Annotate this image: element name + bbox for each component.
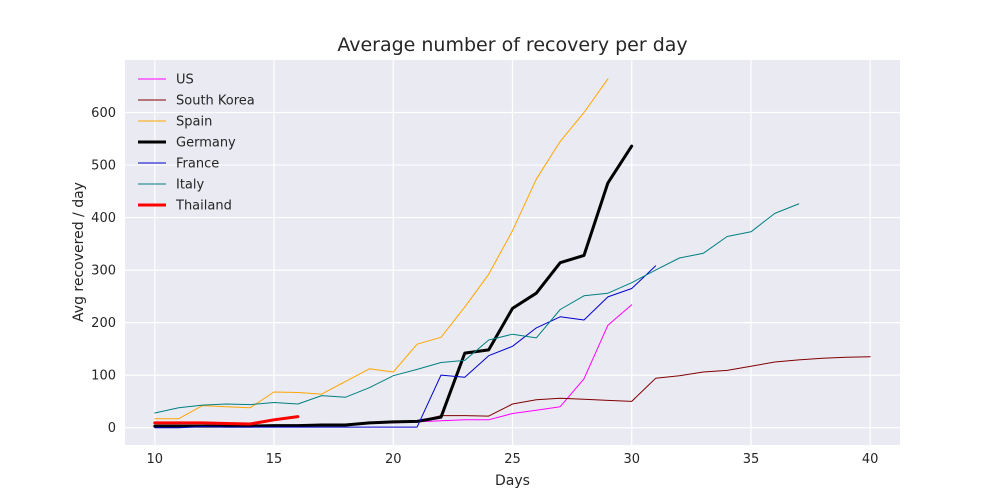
x-axis-label: Days bbox=[495, 473, 530, 489]
x-tick-label: 40 bbox=[862, 452, 879, 467]
y-tick-label: 300 bbox=[91, 264, 116, 279]
x-tick-label: 20 bbox=[385, 452, 402, 467]
x-tick-label: 30 bbox=[623, 452, 640, 467]
legend-label-germany: Germany bbox=[176, 136, 236, 151]
x-tick-label: 35 bbox=[743, 452, 760, 467]
y-tick-label: 400 bbox=[91, 211, 116, 226]
legend-label-spain: Spain bbox=[176, 115, 212, 130]
grid bbox=[125, 60, 900, 445]
series-line-thailand bbox=[153, 415, 300, 426]
legend-label-us: US bbox=[176, 73, 194, 88]
legend: US South Korea Spain Germany France Italy Thai… bbox=[138, 73, 255, 214]
y-tick-label: 200 bbox=[91, 316, 116, 331]
chart-title: Average number of recovery per day bbox=[337, 34, 687, 56]
legend-label-france: France bbox=[176, 157, 219, 172]
legend-label-south-korea: South Korea bbox=[176, 94, 255, 109]
y-tick-label: 500 bbox=[91, 159, 116, 174]
y-tick-label: 0 bbox=[108, 421, 116, 436]
series-line-spain bbox=[154, 78, 609, 420]
x-tick-label: 15 bbox=[266, 452, 283, 467]
x-tick-label: 10 bbox=[147, 452, 164, 467]
y-axis-label: Avg recovered / day bbox=[71, 182, 87, 322]
series-line-germany bbox=[153, 144, 634, 428]
y-tick-label: 100 bbox=[91, 369, 116, 384]
series-line-italy bbox=[154, 203, 800, 414]
legend-label-thailand: Thailand bbox=[175, 199, 232, 214]
series-lines bbox=[153, 78, 871, 429]
x-tick-label: 25 bbox=[504, 452, 521, 467]
y-tick-label: 600 bbox=[91, 106, 116, 121]
series-line-france bbox=[154, 265, 657, 429]
legend-label-italy: Italy bbox=[176, 178, 205, 193]
